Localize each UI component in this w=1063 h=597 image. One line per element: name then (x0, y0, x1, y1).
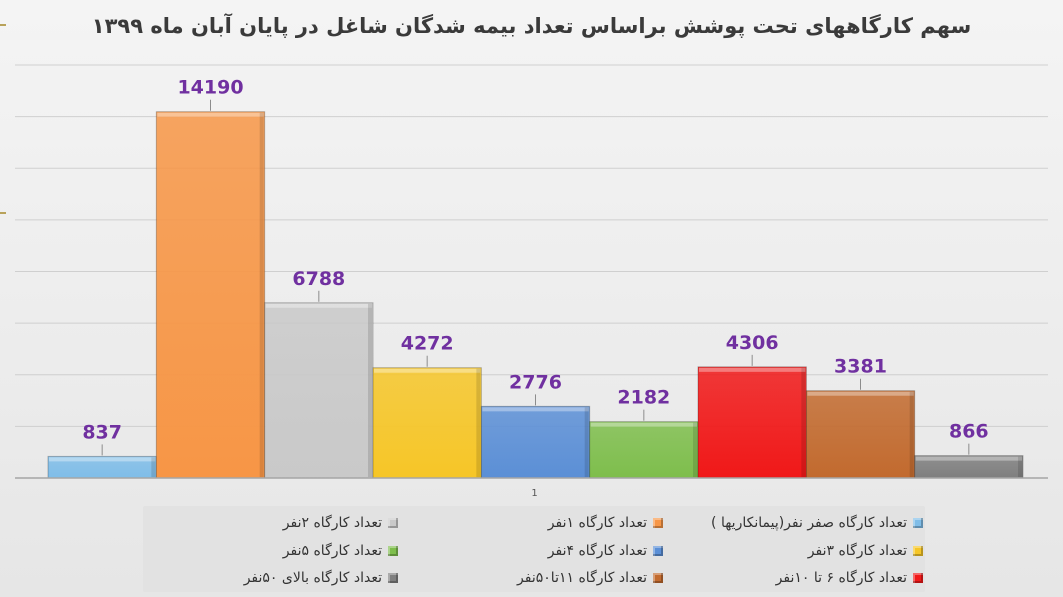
bar (264, 302, 374, 479)
bar-bevel (368, 303, 372, 477)
legend-item: تعداد کارگاه ۱۱تا۵۰نفر (517, 565, 663, 591)
legend-swatch (653, 573, 663, 583)
bar-bevel (693, 422, 697, 477)
bar (697, 366, 807, 479)
legend-item: تعداد کارگاه ۱نفر (548, 510, 663, 536)
chart-legend: تعداد کارگاه صفر نفر(پیمانکاریها ) تعداد … (143, 506, 925, 592)
frame-accent (0, 24, 6, 26)
chart-title: سهم کارگاههای تحت پوشش براساس تعداد بیمه… (91, 14, 972, 38)
legend-label: تعداد کارگاه ۱نفر (547, 515, 647, 531)
bar-bevel (265, 303, 372, 308)
data-label: 837 (82, 421, 122, 443)
legend-label: تعداد کارگاه بالای ۵۰نفر (243, 570, 382, 586)
bar (480, 405, 591, 479)
bar-bevel (157, 112, 264, 117)
data-label: 2182 (617, 387, 670, 409)
data-label: 3381 (834, 356, 887, 378)
bar-bevel (801, 367, 806, 477)
bar (155, 111, 266, 479)
data-label: 14190 (177, 77, 243, 99)
bar-bevel (259, 112, 264, 477)
bar (805, 390, 916, 479)
frame-accent (0, 212, 6, 214)
legend-swatch (913, 546, 923, 556)
legend-swatch (913, 573, 923, 583)
data-label: 4272 (401, 333, 454, 355)
legend-swatch (388, 573, 398, 583)
legend-item: تعداد کارگاه ۵نفر (283, 538, 398, 564)
legend-label: تعداد کارگاه ۱۱تا۵۰نفر (517, 570, 647, 586)
legend-swatch (388, 546, 398, 556)
legend-swatch (388, 518, 398, 528)
legend-swatch (913, 518, 923, 528)
legend-swatch (653, 518, 663, 528)
legend-label: تعداد کارگاه ۴نفر (547, 543, 647, 559)
legend-label: تعداد کارگاه ۳نفر (807, 543, 907, 559)
x-tick-label: 1 (531, 488, 537, 499)
legend-item: تعداد کارگاه بالای ۵۰نفر (244, 565, 398, 591)
bar-bevel (590, 422, 697, 427)
bar-chart: 837 14190 6788 4272 2776 2182 4306 3381 866 1 (15, 64, 1048, 499)
legend-item: تعداد کارگاه ۳نفر (808, 538, 923, 564)
bar (589, 421, 699, 479)
bar-bevel (699, 367, 806, 372)
bar (372, 367, 482, 479)
bar-bevel (584, 407, 589, 477)
bar-bevel (374, 368, 481, 373)
legend-label: تعداد کارگاه ۵نفر (282, 543, 382, 559)
legend-swatch (653, 546, 663, 556)
data-label: 866 (949, 421, 989, 443)
bar-bevel (49, 457, 156, 462)
bar-bevel (1018, 456, 1022, 477)
data-label: 2776 (509, 371, 562, 393)
bar-bevel (151, 457, 156, 477)
bar-bevel (915, 456, 1022, 461)
bar-bevel (482, 407, 589, 412)
bar-bevel (909, 391, 914, 477)
legend-item: تعداد کارگاه ۴نفر (548, 538, 663, 564)
data-label: 6788 (292, 268, 345, 290)
legend-label: تعداد کارگاه صفر نفر(پیمانکاریها ) (711, 515, 907, 531)
legend-item: تعداد کارگاه صفر نفر(پیمانکاریها ) (711, 510, 923, 536)
legend-item: تعداد کارگاه ۲نفر (283, 510, 398, 536)
bar-bevel (476, 368, 481, 477)
data-label: 4306 (726, 332, 779, 354)
legend-item: تعداد کارگاه ۶ تا ۱۰نفر (776, 565, 923, 591)
legend-label: تعداد کارگاه ۶ تا ۱۰نفر (775, 570, 907, 586)
legend-label: تعداد کارگاه ۲نفر (282, 515, 382, 531)
bar-bevel (807, 391, 914, 396)
